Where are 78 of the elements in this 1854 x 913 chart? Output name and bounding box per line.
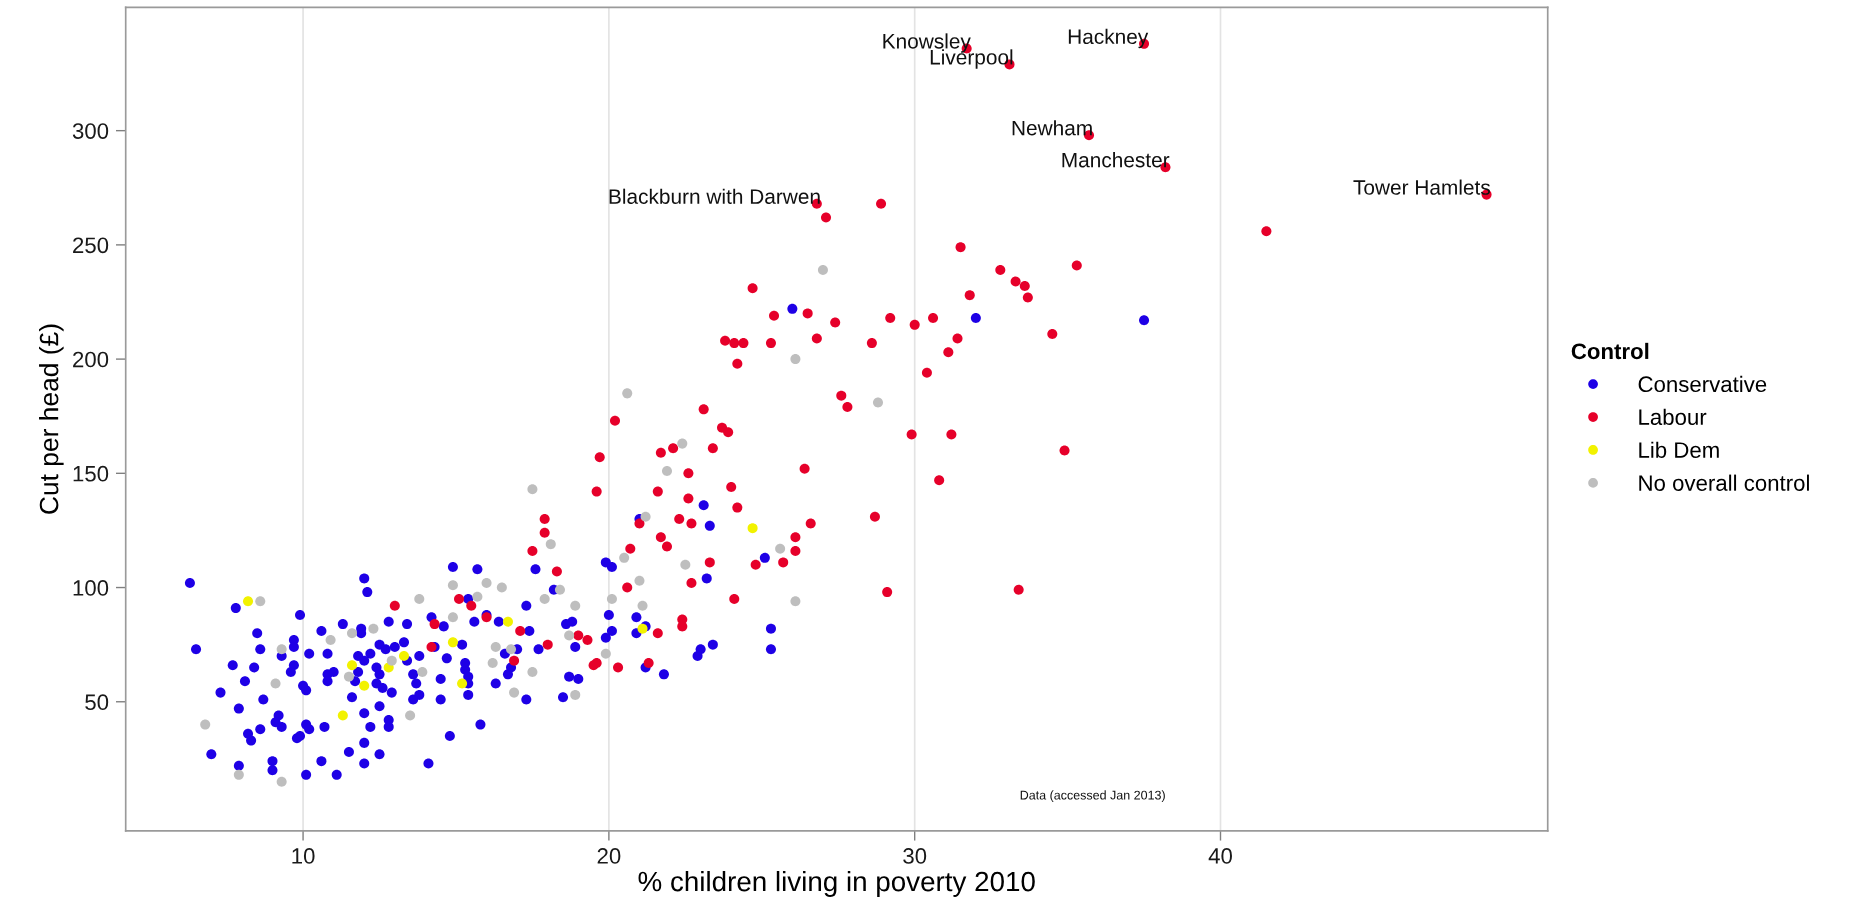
x-tick-label: 30 bbox=[903, 848, 927, 864]
point bbox=[337, 710, 348, 721]
point bbox=[527, 484, 538, 495]
y-tick-label: 150 bbox=[73, 465, 109, 482]
y-tick-label: 300 bbox=[72, 123, 109, 139]
annotation: Hackney bbox=[1068, 28, 1149, 49]
annotation: Manchester bbox=[1062, 152, 1170, 168]
point bbox=[570, 600, 581, 611]
point bbox=[606, 593, 617, 604]
point bbox=[872, 397, 883, 408]
point bbox=[527, 667, 538, 678]
point bbox=[545, 539, 556, 550]
y-tick-label: 250 bbox=[73, 237, 109, 254]
point bbox=[368, 623, 379, 634]
point bbox=[398, 651, 409, 662]
point bbox=[359, 680, 370, 691]
x-tick-label: 40 bbox=[1208, 848, 1232, 864]
point bbox=[680, 559, 691, 570]
point bbox=[417, 667, 428, 678]
point bbox=[346, 660, 358, 671]
point bbox=[414, 593, 425, 604]
point bbox=[637, 600, 648, 611]
point bbox=[554, 584, 565, 595]
point bbox=[677, 438, 688, 449]
point bbox=[564, 630, 575, 641]
x-tick-label: 20 bbox=[597, 848, 621, 864]
point bbox=[276, 644, 287, 655]
annotation: Data (accessed Jan 2013) bbox=[1020, 790, 1165, 802]
y-tick-label: 50 bbox=[85, 694, 109, 711]
legend-title: Control bbox=[1571, 342, 1649, 360]
y-tick-label: 100 bbox=[73, 580, 109, 596]
point bbox=[457, 678, 468, 689]
legend-label: Conservative bbox=[1638, 375, 1767, 393]
point bbox=[634, 575, 645, 586]
y-tick-label: 200 bbox=[73, 351, 109, 368]
point bbox=[270, 678, 281, 689]
point bbox=[276, 776, 287, 787]
annotation: Tower Hamlets bbox=[1353, 179, 1490, 195]
legend-label: No overall control bbox=[1639, 474, 1809, 491]
point bbox=[747, 523, 758, 534]
point bbox=[509, 687, 520, 698]
point bbox=[817, 265, 828, 276]
point bbox=[386, 655, 397, 666]
point bbox=[506, 644, 517, 655]
point bbox=[243, 596, 254, 607]
point bbox=[661, 466, 672, 477]
x-tick-label: 10 bbox=[292, 848, 315, 864]
point bbox=[622, 388, 633, 399]
point bbox=[405, 710, 416, 721]
x-axis-title: % children living in poverty 2010 bbox=[638, 870, 1035, 897]
point bbox=[490, 641, 501, 652]
point bbox=[790, 354, 801, 365]
point bbox=[570, 689, 581, 700]
point bbox=[481, 577, 492, 588]
point bbox=[325, 635, 336, 646]
legend-label: Labour bbox=[1639, 408, 1707, 426]
point bbox=[447, 637, 458, 648]
point bbox=[447, 612, 458, 623]
point bbox=[640, 511, 651, 522]
point bbox=[343, 671, 354, 682]
point bbox=[619, 552, 630, 563]
point bbox=[233, 769, 244, 780]
legend-label: Lib Dem bbox=[1639, 441, 1719, 458]
point bbox=[346, 628, 358, 639]
point bbox=[255, 596, 266, 607]
point bbox=[447, 580, 458, 591]
point bbox=[472, 591, 483, 602]
point bbox=[600, 648, 611, 659]
point bbox=[496, 582, 507, 593]
annotation: Newham bbox=[1012, 120, 1092, 136]
annotation: Blackburn with Darwen bbox=[609, 188, 820, 204]
point bbox=[539, 593, 550, 604]
point bbox=[487, 657, 498, 668]
y-axis-title: Cut per head (£) bbox=[39, 324, 64, 514]
point bbox=[502, 616, 513, 627]
point bbox=[790, 596, 801, 607]
point bbox=[200, 719, 211, 730]
point bbox=[775, 543, 786, 554]
